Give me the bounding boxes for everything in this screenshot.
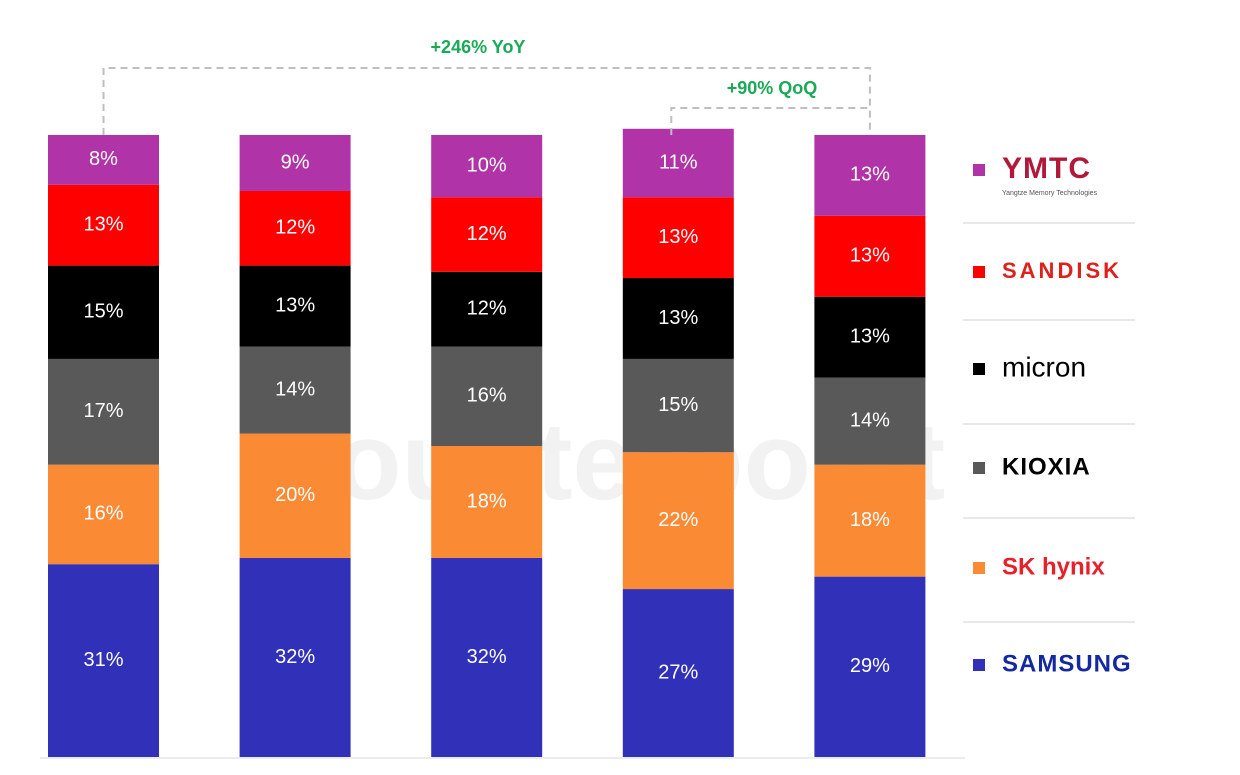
bar-segment <box>622 197 734 279</box>
bar-segment <box>48 184 159 266</box>
legend-swatch <box>973 659 985 671</box>
value-label: 8% <box>89 148 118 170</box>
value-label: 10% <box>467 154 507 176</box>
bar-segment <box>431 135 543 198</box>
bar-segment <box>239 557 351 757</box>
annotation-bracket <box>670 107 870 135</box>
annotation-bracket <box>102 67 871 135</box>
annotation: +246% YoY <box>431 37 526 57</box>
annotation: +90% QoQ <box>727 78 818 98</box>
legend-swatch <box>973 363 985 375</box>
legend-swatch <box>973 562 985 574</box>
value-label: 20% <box>275 484 315 506</box>
legend-label: KIOXIA <box>1002 453 1091 480</box>
bar-segment <box>814 464 926 577</box>
bar-segment <box>814 215 926 297</box>
bar-segment <box>431 271 543 347</box>
value-label: 18% <box>467 490 507 512</box>
legend-swatch <box>973 266 985 278</box>
bar-segment <box>814 135 926 216</box>
bar-segment <box>239 346 351 434</box>
bar-segment <box>48 265 159 359</box>
value-label: 13% <box>83 213 123 235</box>
value-label: 13% <box>850 245 890 267</box>
bar-segment <box>48 464 159 565</box>
bar-segment <box>239 433 351 558</box>
bar-segment <box>431 557 543 757</box>
value-label: 13% <box>658 307 698 329</box>
value-label: 29% <box>850 655 890 677</box>
bar-segment <box>622 278 734 359</box>
value-label: 14% <box>850 409 890 431</box>
bar-segment <box>431 197 543 272</box>
value-label: 27% <box>658 661 698 683</box>
value-label: 16% <box>467 385 507 407</box>
bar-segment <box>814 576 926 757</box>
bar-segment <box>622 589 734 757</box>
value-label: 13% <box>850 164 890 186</box>
bar-segment <box>48 358 159 465</box>
value-label: 15% <box>83 301 123 323</box>
legend-label: micron <box>1002 351 1086 382</box>
legend-label: SAMSUNG <box>1002 650 1132 677</box>
value-label: 15% <box>658 394 698 416</box>
legend-swatch <box>973 164 985 176</box>
value-label: 31% <box>83 649 123 671</box>
bar-segment <box>48 564 159 757</box>
bar-segment <box>622 128 734 198</box>
legend-label: SK hynix <box>1002 553 1105 580</box>
value-label: 22% <box>658 509 698 531</box>
value-label: 16% <box>83 503 123 525</box>
value-label: 17% <box>83 400 123 422</box>
bar-segment <box>431 346 543 446</box>
value-label: 32% <box>467 646 507 668</box>
bar-segment <box>48 135 159 185</box>
value-label: 13% <box>850 325 890 347</box>
value-label: 12% <box>467 223 507 245</box>
bar-segment <box>814 377 926 465</box>
legend-tagline: Yangtze Memory Technologies <box>1002 190 1098 197</box>
bar-segment <box>239 135 351 191</box>
bar-segment <box>814 296 926 378</box>
bar-segment <box>622 358 734 453</box>
value-label: 13% <box>658 226 698 248</box>
legend-label: SANDISK <box>1002 258 1122 283</box>
legend-label: YMTC <box>1002 152 1091 185</box>
value-label: 18% <box>850 509 890 531</box>
value-label: 12% <box>467 297 507 319</box>
value-label: 9% <box>281 151 310 173</box>
bar-segment <box>239 190 351 266</box>
value-label: 14% <box>275 378 315 400</box>
legend-swatch <box>973 462 985 474</box>
value-label: 13% <box>275 294 315 316</box>
bar-segment <box>622 452 734 590</box>
value-label: 11% <box>659 151 698 173</box>
value-label: 32% <box>275 646 315 668</box>
bar-segment <box>431 446 543 558</box>
value-label: 12% <box>275 217 315 239</box>
bar-segment <box>239 265 351 347</box>
